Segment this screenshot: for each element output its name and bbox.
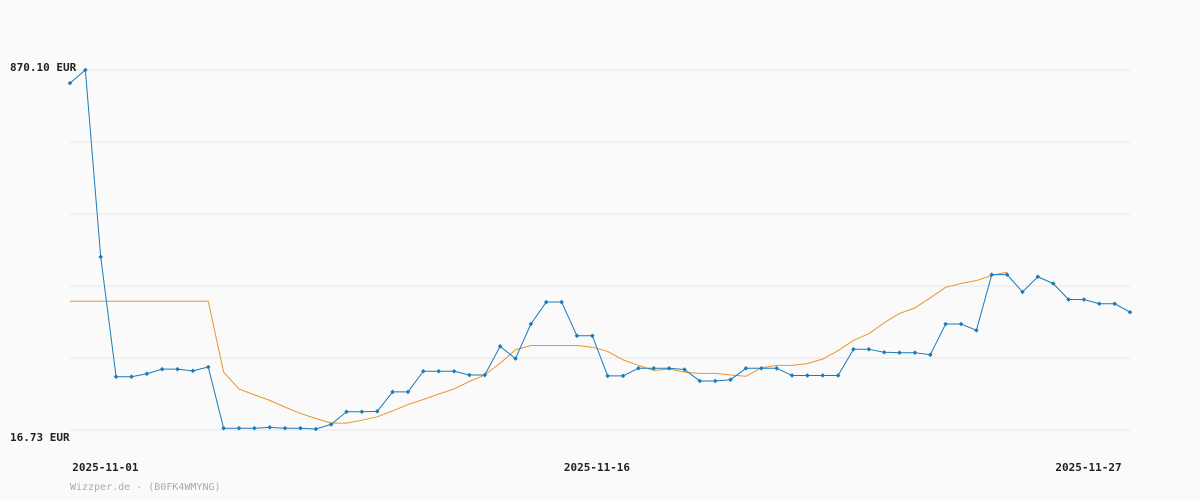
price-point — [467, 372, 472, 378]
price-point — [805, 373, 810, 378]
price-point — [236, 425, 242, 431]
price-point — [590, 333, 595, 339]
price-point — [943, 321, 948, 327]
price-point — [636, 365, 641, 371]
price-point — [129, 374, 134, 380]
price-point — [559, 299, 564, 305]
price-point — [267, 425, 273, 430]
y-min-label: 16.73 EUR — [10, 431, 70, 444]
price-point — [497, 344, 503, 349]
price-point — [666, 365, 672, 371]
price-point — [835, 373, 841, 378]
price-point — [1096, 301, 1102, 307]
price-point — [390, 389, 395, 395]
price-point — [759, 365, 764, 371]
y-max-label: 870.10 EUR — [10, 61, 77, 74]
price-point — [528, 321, 534, 327]
price-point — [881, 349, 887, 355]
price-point — [205, 364, 211, 370]
price-point — [359, 409, 365, 415]
price-point — [712, 378, 718, 384]
price-point — [912, 350, 918, 355]
price-point — [958, 321, 964, 327]
price-point — [774, 365, 779, 371]
price-point — [682, 367, 687, 372]
price-point — [113, 374, 119, 380]
price-point — [252, 425, 257, 431]
price-point — [1081, 297, 1087, 302]
price-point — [451, 368, 457, 374]
price-point — [190, 368, 196, 374]
price-point — [820, 373, 826, 378]
price-point — [98, 254, 104, 260]
chart-credit: Wizzper.de - (B0FK4WMYNG) — [70, 482, 221, 493]
gridlines — [70, 69, 1130, 431]
price-series — [67, 67, 1133, 432]
price-point — [974, 328, 979, 333]
average-line — [70, 271, 1008, 424]
price-point — [543, 299, 549, 305]
price-point — [989, 272, 995, 277]
x-tick-label: 2025-11-27 — [1055, 461, 1121, 474]
price-point — [851, 347, 856, 352]
x-tick-label: 2025-11-16 — [564, 461, 631, 474]
x-axis-tick-labels: 2025-11-01 2025-11-16 2025-11-27 — [72, 461, 1121, 474]
price-point — [1066, 297, 1071, 302]
price-point — [328, 422, 334, 427]
price-point — [1050, 281, 1056, 286]
price-point — [1112, 301, 1117, 307]
price-point — [344, 409, 349, 415]
price-point — [405, 389, 411, 395]
price-point — [144, 371, 150, 377]
price-point — [789, 373, 795, 378]
price-point — [436, 368, 441, 374]
price-point — [897, 350, 902, 355]
price-point — [1004, 272, 1010, 277]
price-point — [513, 356, 518, 361]
price-point — [866, 347, 872, 352]
price-point — [743, 365, 749, 371]
price-point — [574, 333, 580, 339]
price-point — [482, 372, 488, 378]
price-point — [728, 377, 733, 382]
price-point — [620, 373, 626, 379]
price-point — [651, 365, 657, 371]
average-price-series — [70, 271, 1008, 424]
price-point — [221, 425, 226, 431]
price-point — [83, 67, 88, 73]
price-point — [282, 425, 288, 431]
price-point — [697, 378, 703, 384]
price-point — [1127, 309, 1133, 315]
price-point — [67, 80, 73, 86]
price-point — [374, 409, 380, 414]
price-point — [1035, 274, 1041, 280]
price-point — [1020, 289, 1025, 295]
price-line — [69, 69, 1131, 430]
x-tick-label: 2025-11-01 — [72, 461, 139, 474]
price-point — [313, 426, 319, 432]
price-point — [298, 425, 303, 431]
price-point — [175, 366, 180, 372]
price-point — [421, 368, 426, 374]
price-point — [159, 366, 165, 372]
price-point — [605, 373, 610, 379]
price-point — [927, 352, 933, 358]
